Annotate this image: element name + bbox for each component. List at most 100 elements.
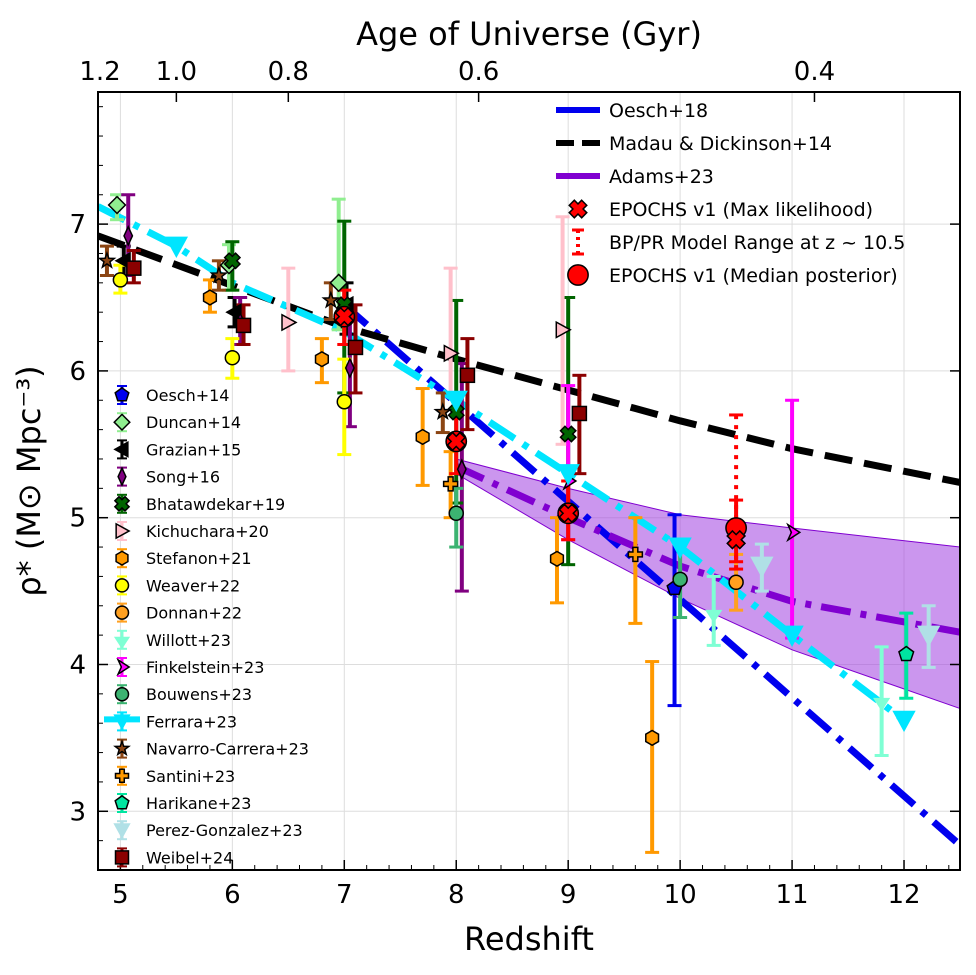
weibel-24-point [459, 367, 476, 384]
santini-23-point [442, 476, 459, 492]
point-layer [98, 193, 941, 854]
legend-lower-item: Oesch+14 [114, 385, 229, 405]
legend-upper-label: Adams+23 [609, 166, 714, 188]
weibel-24-point [571, 405, 588, 422]
legend-upper-item: Adams+23 [556, 166, 714, 188]
y-tick-label: 7 [69, 210, 86, 240]
stefanon-21-point [645, 729, 660, 747]
legend-lower-label: Bouwens+23 [146, 685, 252, 704]
duncan-14-point [107, 195, 127, 215]
weibel-24-point [347, 339, 364, 356]
legend-lower-label: Bhatawdekar+19 [146, 495, 285, 514]
legend-lower-item: Bhatawdekar+19 [113, 493, 285, 514]
weibel-24-point [235, 317, 252, 334]
kichuchara-20-point [281, 313, 298, 332]
navarro-carrera-23-point [98, 250, 117, 269]
weaver-22-point [224, 349, 241, 366]
legend-lower-item: Weaver+22 [114, 575, 240, 596]
x-tick-label: 9 [560, 880, 577, 910]
epochs-v1-max-likelihood-point-top [726, 529, 746, 550]
legend-lower-label: Ferrara+23 [146, 712, 237, 731]
finkelstein-23-point [786, 522, 802, 543]
legend-lower-item: Perez-Gonzalez+23 [113, 820, 303, 841]
duncan-14-point [329, 273, 349, 293]
legend-marker [113, 413, 131, 432]
willott-23-point [873, 697, 891, 712]
bhatawdekar-19-point [559, 425, 577, 443]
kichuchara-20-point [555, 320, 572, 339]
navarro-carrera-23-point [209, 265, 229, 284]
legend-lower-label: Stefanon+21 [146, 549, 252, 568]
legend-marker [113, 739, 131, 757]
stefanon-21-point [549, 550, 565, 568]
x-tick-label: 7 [336, 880, 353, 910]
legend-lower-item: Harikane+23 [114, 793, 251, 813]
legend-marker [113, 440, 129, 458]
weaver-22-point [336, 393, 353, 410]
legend-lower-label: Finkelstein+23 [146, 658, 264, 677]
ferrara-23-point [780, 625, 804, 647]
axis-layer: 5 6 7 8 9 10 11 12 3 4 5 6 7 1.2 1.0 0.8 0.6 0.4 [69, 57, 960, 910]
legend-lower-label: Weibel+24 [146, 848, 233, 867]
legend-upper-label: Madau & Dickinson+14 [609, 133, 832, 155]
legend-upper-label: BP/PR Model Range at z ~ 10.5 [609, 232, 905, 254]
legend-lower-item: Navarro-Carrera+23 [113, 738, 309, 759]
legend-lower-item: Grazian+15 [113, 439, 241, 460]
legend-upper-label: EPOCHS v1 (Median posterior) [609, 265, 898, 287]
legend-lower-label: Harikane+23 [146, 794, 251, 813]
x-tick-label: 8 [448, 880, 465, 910]
legend-marker [114, 794, 130, 810]
bouwens-23-point [672, 571, 688, 588]
harikane-23-point [898, 645, 915, 662]
legend-upper-item: EPOCHS v1 (Median posterior) [567, 264, 898, 287]
song-16-point [344, 357, 355, 379]
weibel-24-point [126, 260, 142, 276]
legend-lower-item: Kichuchara+20 [115, 521, 269, 541]
navarro-carrera-23-point [433, 402, 453, 421]
epochs-v1-max-likelihood-point-top [446, 431, 467, 452]
legend-marker [117, 466, 127, 487]
legend-red-circle [567, 264, 589, 286]
legend-upper-item: Madau & Dickinson+14 [556, 133, 832, 155]
ferrara-23-point [668, 537, 692, 559]
song-16-point [456, 458, 467, 481]
legend-red-x [568, 199, 588, 219]
bouwens-23-point [448, 505, 464, 522]
legend-marker [116, 657, 131, 677]
ferrara-23-point [892, 710, 916, 733]
plot-frame [97, 91, 961, 871]
legend-lower-label: Navarro-Carrera+23 [146, 740, 309, 759]
legend-lower-label: Donnan+22 [146, 604, 242, 623]
top-tick-label: 0.8 [268, 57, 309, 87]
legend-lower-label: Santini+23 [146, 767, 235, 786]
legend-lower-item: Bouwens+23 [114, 684, 252, 705]
legend-lower-item: Stefanon+21 [115, 548, 252, 569]
top-tick-label: 1.0 [156, 57, 197, 87]
kichuchara-20-point [443, 344, 460, 363]
y-tick-label: 4 [69, 650, 86, 680]
song-16-point [123, 224, 134, 247]
santini-23-point [627, 546, 644, 563]
legend-lower-label: Song+16 [146, 468, 220, 487]
legend-lower-label: Perez-Gonzalez+23 [146, 821, 303, 840]
ferrara-23-point [444, 390, 468, 413]
legend-lower-label: Kichuchara+20 [146, 522, 269, 541]
legend-lower-item: Willott+23 [113, 629, 231, 650]
top-axis-title: Age of Universe (Gyr) [356, 15, 702, 53]
legend-upper-label: Oesch+18 [609, 100, 708, 122]
epochs-v1-max-likelihood-point-top [334, 306, 355, 327]
x-tick-label: 6 [224, 880, 241, 910]
ferrara-23-point [556, 464, 580, 486]
legend-marker [113, 495, 131, 512]
legend-lower-item: Weibel+24 [114, 847, 233, 868]
donnan-22-point [728, 574, 744, 591]
legend-marker [113, 823, 131, 840]
top-tick-label: 0.4 [794, 57, 835, 87]
legend-upper-item: EPOCHS v1 (Max likelihood) [568, 199, 873, 221]
perez-gonzalez-23-point [750, 556, 774, 578]
top-tick-label: 0.6 [458, 57, 499, 87]
legend-lower-label: Oesch+14 [146, 386, 229, 405]
bhatawdekar-19-point [223, 252, 242, 270]
ferrara-23-point [164, 236, 189, 258]
